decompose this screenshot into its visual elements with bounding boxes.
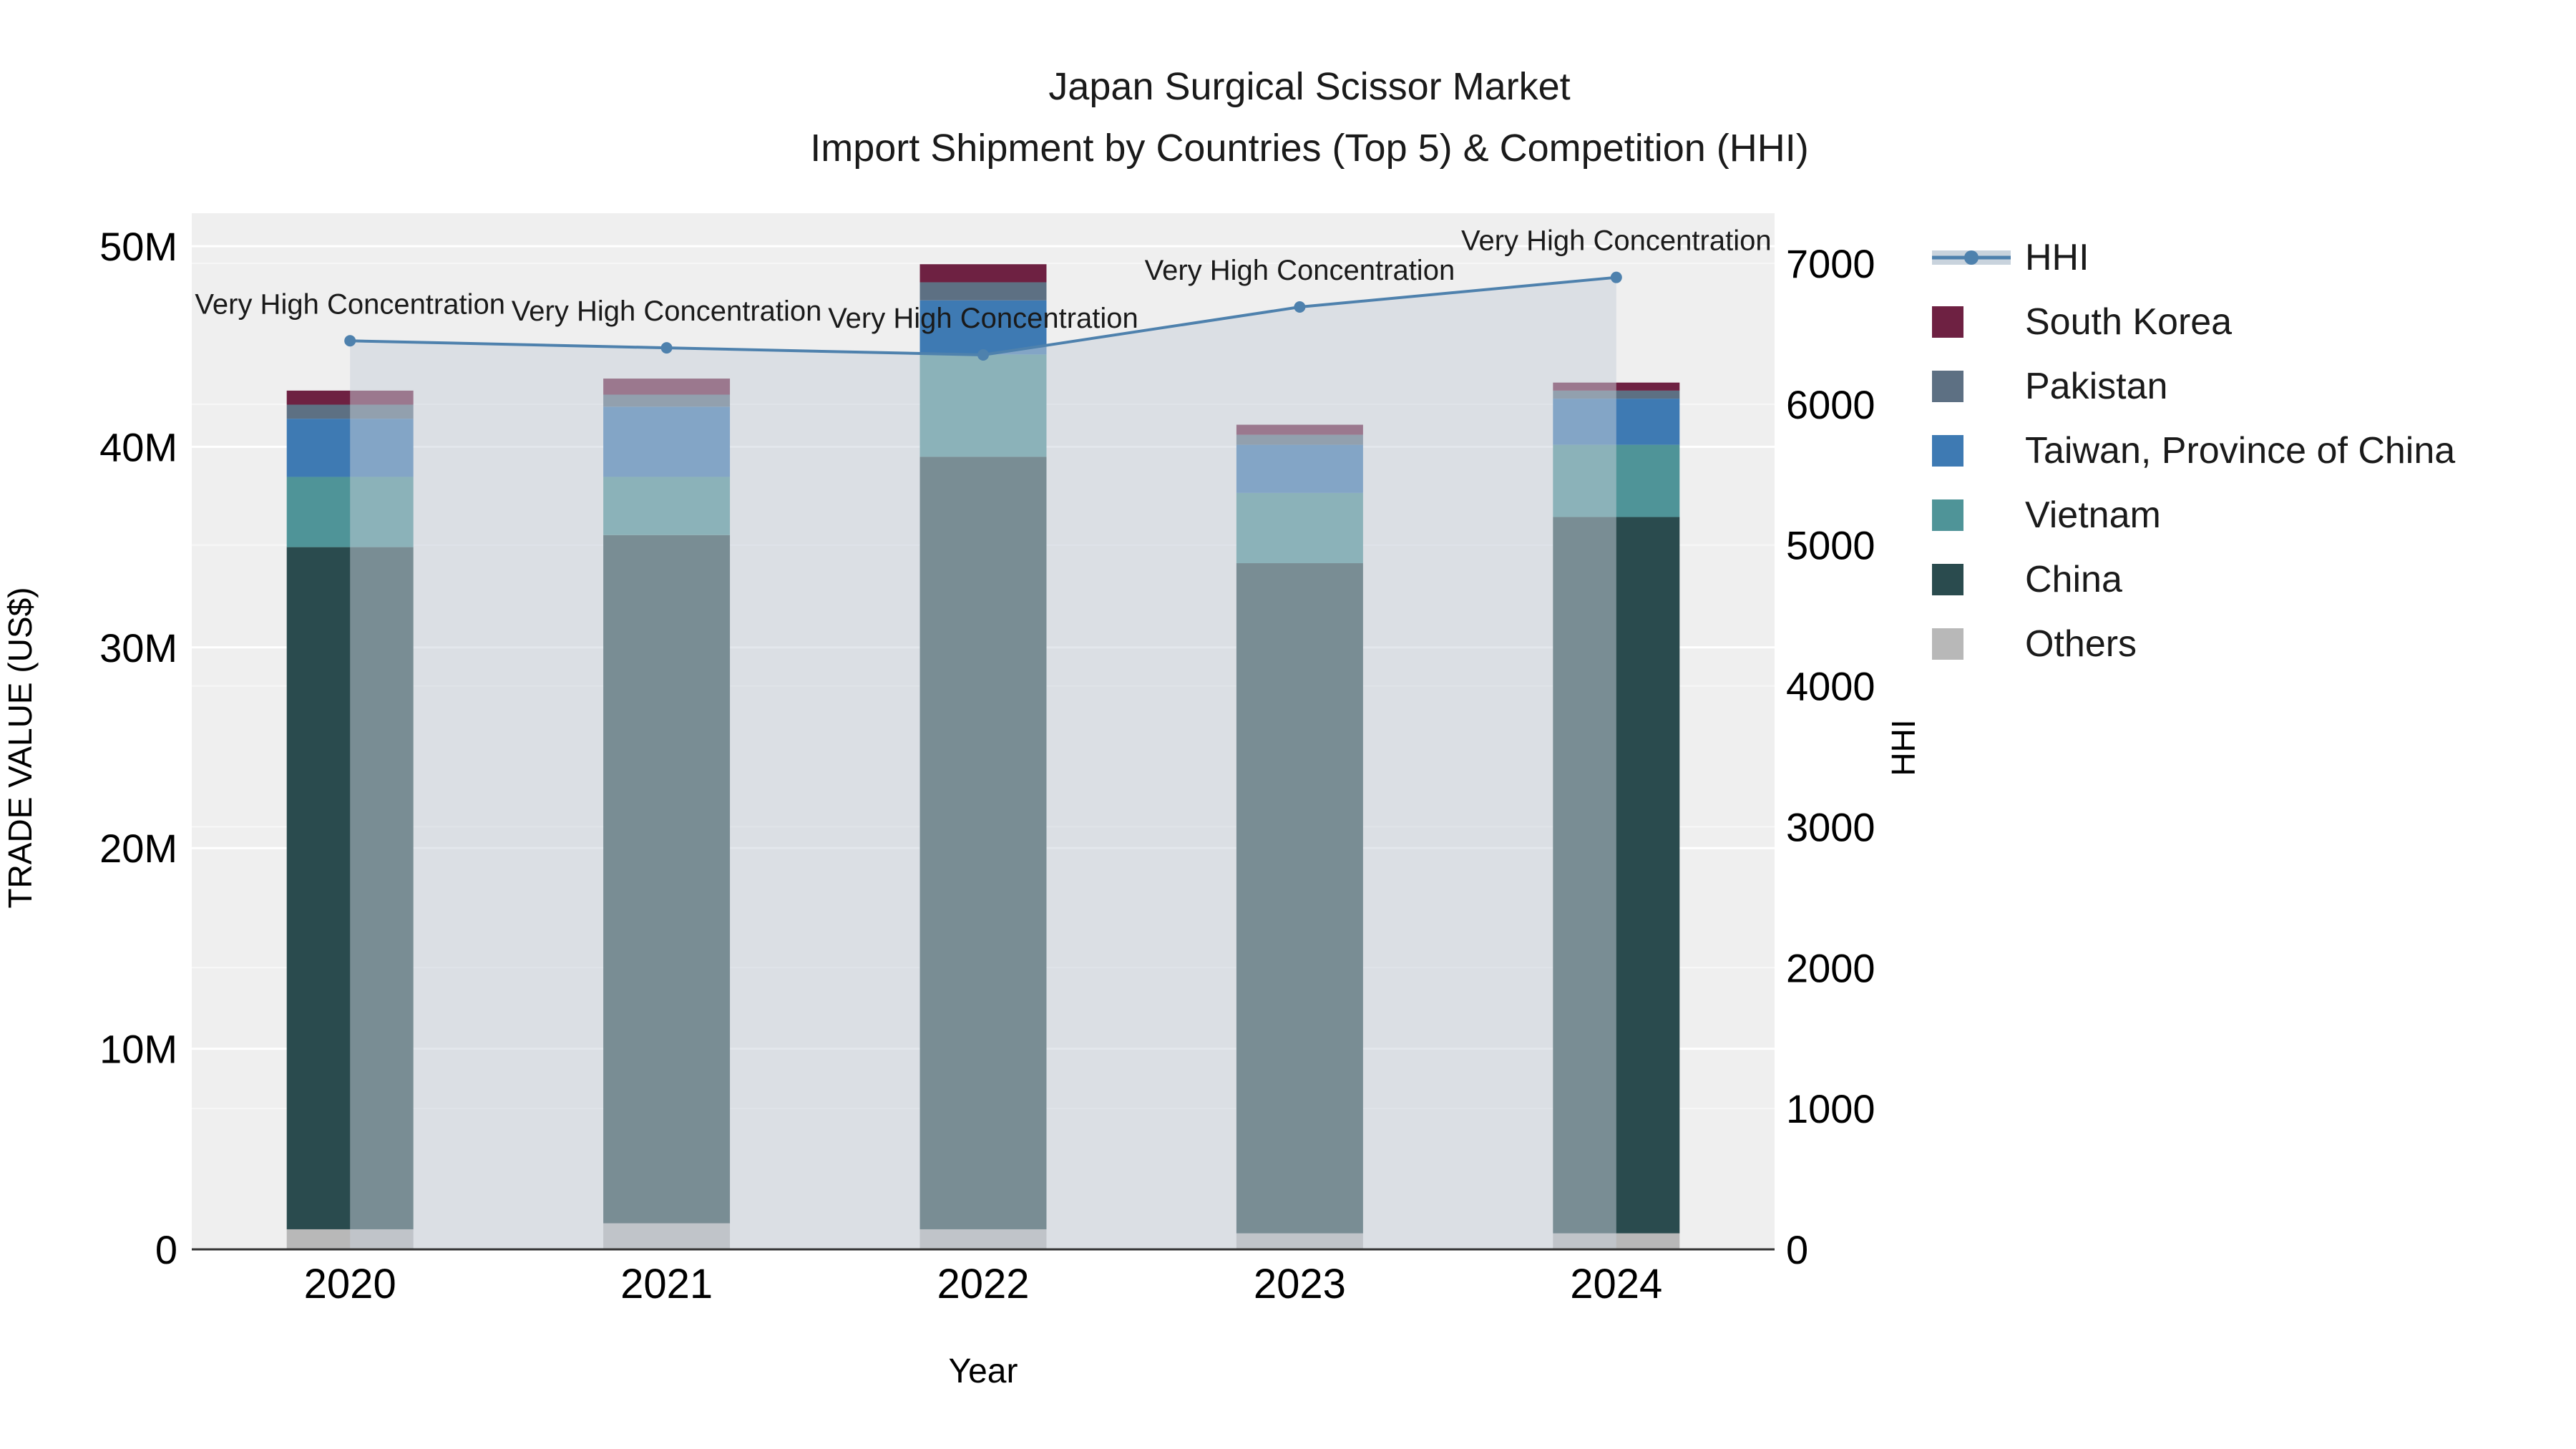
hhi-area-fill xyxy=(350,277,1616,1250)
legend-item-pakistan: Pakistan xyxy=(1932,365,2455,408)
color-swatch-icon xyxy=(1932,371,1963,402)
x-tick-2024: 2024 xyxy=(1570,1261,1662,1307)
taiwan-province-of-china-legend-marker xyxy=(1932,435,2025,467)
y-left-tick-20M: 20M xyxy=(99,826,177,871)
y-right-tick-1000: 1000 xyxy=(1786,1086,1875,1131)
y-left-tick-50M: 50M xyxy=(99,224,177,269)
legend-label: South Korea xyxy=(2025,301,2233,343)
color-swatch-icon xyxy=(1932,306,1963,338)
bar-segment-2022-pakistan xyxy=(919,282,1047,301)
others-legend-marker xyxy=(1932,628,2025,660)
color-swatch-icon xyxy=(1932,435,1963,467)
vietnam-legend-marker xyxy=(1932,499,2025,531)
legend-item-china: China xyxy=(1932,558,2455,601)
hhi-point-2020 xyxy=(344,335,356,347)
legend: HHI South Korea Pakistan Taiwan, Province o… xyxy=(1932,236,2455,687)
x-tick-2022: 2022 xyxy=(937,1261,1029,1307)
plot-area: Very High Concentration Very High Concent… xyxy=(99,213,1875,1307)
y-right-tick-4000: 4000 xyxy=(1786,664,1875,709)
chart-title-line-2: Import Shipment by Countries (Top 5) & C… xyxy=(810,127,1809,170)
hhi-point-2022 xyxy=(977,348,989,361)
hhi-point-2024 xyxy=(1610,271,1622,283)
annotation-2022: Very High Concentration xyxy=(828,303,1138,334)
annotation-2024: Very High Concentration xyxy=(1461,225,1772,257)
south-korea-legend-marker xyxy=(1932,306,2025,338)
hhi-point-2023 xyxy=(1294,301,1306,313)
y-left-tick-10M: 10M xyxy=(99,1027,177,1072)
y-right-tick-2000: 2000 xyxy=(1786,945,1875,990)
hhi-point-2021 xyxy=(660,342,673,354)
bar-segment-2022-south-korea xyxy=(919,264,1047,283)
y-axis-right-title: HHI xyxy=(1885,719,1922,776)
y-left-tick-40M: 40M xyxy=(99,424,177,469)
chart-title-line-1: Japan Surgical Scissor Market xyxy=(1048,65,1571,108)
hhi-legend-marker xyxy=(1932,242,2025,273)
legend-item-hhi: HHI xyxy=(1932,236,2455,279)
china-legend-marker xyxy=(1932,564,2025,595)
x-tick-2020: 2020 xyxy=(304,1261,396,1307)
y-right-tick-5000: 5000 xyxy=(1786,523,1875,568)
y-left-tick-30M: 30M xyxy=(99,625,177,670)
color-swatch-icon xyxy=(1932,628,1963,660)
y-right-tick-6000: 6000 xyxy=(1786,382,1875,427)
chart-title: Japan Surgical Scissor Market Import Shi… xyxy=(429,56,2190,179)
annotation-2020: Very High Concentration xyxy=(195,288,505,320)
legend-label: Vietnam xyxy=(2025,494,2161,536)
legend-label: China xyxy=(2025,559,2122,600)
pakistan-legend-marker xyxy=(1932,371,2025,402)
bar-segment-2022-taiwan-province-of-china xyxy=(919,300,1047,355)
x-tick-2021: 2021 xyxy=(620,1261,713,1307)
legend-label: Pakistan xyxy=(2025,366,2168,407)
legend-label: HHI xyxy=(2025,237,2089,278)
y-right-tick-0: 0 xyxy=(1786,1227,1808,1272)
y-right-tick-3000: 3000 xyxy=(1786,804,1875,849)
y-left-tick-0: 0 xyxy=(155,1227,177,1272)
legend-item-taiwan-province-of-china: Taiwan, Province of China xyxy=(1932,429,2455,472)
color-swatch-icon xyxy=(1932,499,1963,531)
color-swatch-icon xyxy=(1932,564,1963,595)
x-tick-2023: 2023 xyxy=(1254,1261,1346,1307)
legend-item-vietnam: Vietnam xyxy=(1932,494,2455,537)
legend-label: Others xyxy=(2025,623,2137,665)
legend-item-others: Others xyxy=(1932,623,2455,665)
legend-item-south-korea: South Korea xyxy=(1932,301,2455,343)
annotation-2021: Very High Concentration xyxy=(512,296,822,327)
legend-label: Taiwan, Province of China xyxy=(2025,430,2456,472)
y-axis-left-title: TRADE VALUE (US$) xyxy=(1,587,39,908)
hhi-line-icon xyxy=(1932,242,2011,273)
y-right-tick-7000: 7000 xyxy=(1786,241,1875,286)
annotation-2023: Very High Concentration xyxy=(1145,255,1455,286)
x-axis-title: Year xyxy=(949,1352,1018,1390)
